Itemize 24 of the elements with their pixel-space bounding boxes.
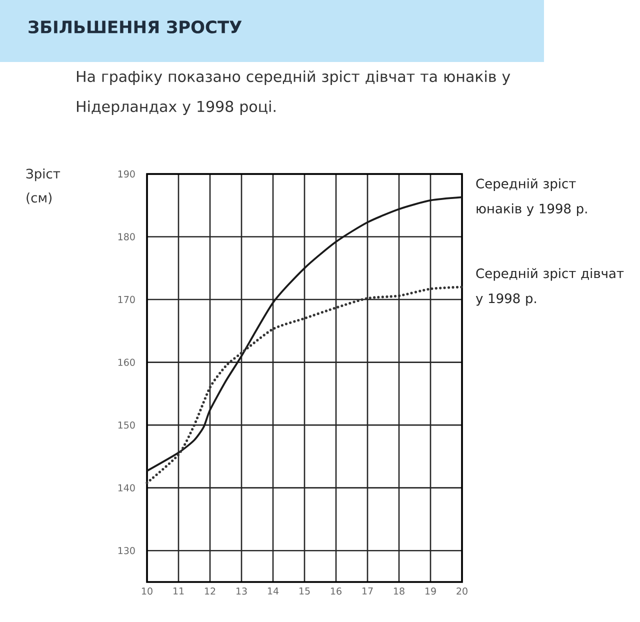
x-tick-label: 18: [394, 588, 404, 595]
x-tick-label: 17: [362, 588, 373, 594]
chart-subtitle: На графіку показано середній зріст дівчат та юнаків у Нідерландах у 1998 році.: [76, 70, 510, 116]
y-axis-title: Зріст (см): [26, 168, 60, 204]
line-series: [146, 286, 464, 484]
chart-title: ЗБІЛЬШЕННЯ ЗРОСТУ: [28, 20, 242, 34]
y-tick-label: 160: [118, 358, 135, 366]
x-tick-label: 12: [205, 588, 216, 595]
y-tick-label: 130: [118, 547, 135, 554]
x-tick-label: 20: [456, 588, 468, 595]
y-tick-label: 180: [118, 233, 135, 240]
x-tick-label: 10: [142, 588, 152, 595]
x-tick-label: 14: [268, 588, 279, 594]
y-tick-label: 140: [118, 484, 135, 492]
x-tick-label: 11: [174, 588, 184, 594]
x-tick-label: 15: [300, 588, 310, 595]
x-tick-label: 16: [331, 588, 342, 595]
x-tick-label: 13: [236, 588, 247, 595]
series-label: Середній зріст дівчат у 1998 р.: [476, 268, 624, 306]
y-tick-label: 170: [118, 296, 135, 304]
x-tick-label: 19: [426, 588, 436, 595]
y-tick-label: 150: [118, 421, 135, 429]
y-tick-label: 190: [118, 170, 135, 178]
series-label: Середній зріст юнаків у 1998 р.: [476, 178, 587, 216]
